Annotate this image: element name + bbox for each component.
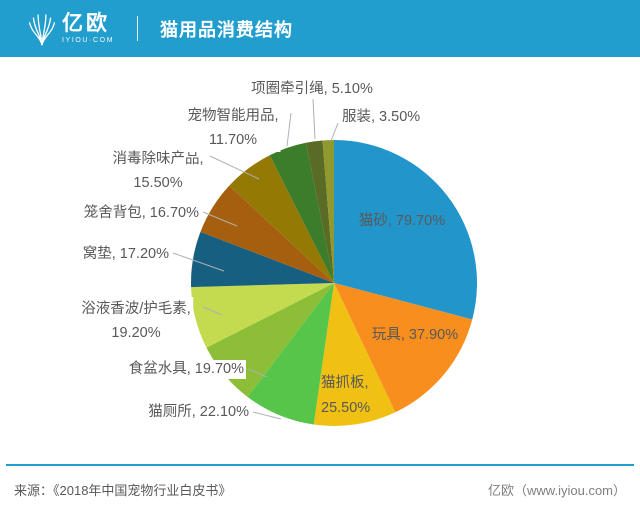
pie-label-7: 笼舍背包, 16.70% [81,204,201,223]
pie-slice-1 [334,283,473,413]
pie-label-line: 11.70% [208,132,258,148]
pie-label-line: 25.50% [321,400,371,416]
pie-label-line: 消毒除味产品, [112,151,204,167]
brand-text: 亿欧 IYIOU·COM [62,13,114,44]
pie-label-9: 宠物智能用品, 11.70% [185,104,281,152]
pie-label-3: 猫厕所, 22.10% [146,403,251,422]
pie-slice-7 [200,185,334,283]
pie-label-line: 猫厕所, 22.10% [148,404,249,420]
header-divider [137,16,138,41]
pie-label-8: 消毒除味产品, 15.50% [110,147,206,195]
pie-slice-5 [191,283,334,348]
leader-line-3 [252,411,282,420]
brand-name: 亿欧 [62,12,110,35]
page-title: 猫用品消费结构 [160,19,293,40]
pie-label-11: 服装, 3.50% [340,108,423,127]
brand-domain: IYIOU·COM [62,37,115,44]
header-bar: 亿欧 IYIOU·COM 猫用品消费结构 [0,0,640,57]
pie-slice-6 [191,231,334,288]
pie-label-6: 窝垫, 17.20% [80,245,171,264]
iyiou-logo-icon [28,13,56,45]
pie-slice-2 [313,283,396,427]
pie-label-line: 服装, 3.50% [342,109,421,125]
pie-label-line: 宠物智能用品, [187,108,279,124]
leader-line-5 [202,306,223,316]
pie-label-4: 食盆水具, 19.70% [126,360,246,379]
footer-brand: 亿欧（www.iyiou.com） [488,482,626,498]
pie-label-0: 猫砂, 79.70% [359,212,445,231]
leader-line-9 [286,112,292,147]
brand-logo: 亿欧 IYIOU·COM [28,10,114,48]
pie-label-line: 笼舍背包, 16.70% [83,205,199,221]
pie-label-line: 猫砂, 79.70% [358,213,446,229]
leader-line-10 [312,98,316,140]
pie-label-line: 15.50% [133,175,183,191]
pie-label-line: 玩具, 37.90% [371,327,459,343]
leader-line-11 [330,122,339,142]
pie-slice-9 [269,142,334,283]
pie-label-5: 浴液香波/护毛素, 19.20% [79,297,193,345]
pie-label-line: 猫抓板, [321,375,369,391]
pie-label-line: 项圈牵引绳, 5.10% [251,81,373,97]
pie-label-line: 窝垫, 17.20% [82,246,169,262]
source-note: 来源：《2018年中国宠物行业白皮书》 [14,482,232,498]
pie-slice-0 [334,140,477,320]
footer: 来源：《2018年中国宠物行业白皮书》 亿欧（www.iyiou.com） [0,474,640,504]
pie-label-2: 猫抓板, 25.50% [321,371,370,421]
leader-line-6 [172,252,225,272]
footer-divider [6,464,634,466]
pie-label-line: 食盆水具, 19.70% [128,361,244,377]
leader-line-8 [209,155,260,180]
leader-line-4 [247,368,268,378]
pie-slice-8 [229,155,334,283]
leader-line-7 [202,211,238,227]
pie-label-line: 19.20% [111,325,161,341]
pie-slice-10 [305,140,334,283]
pie-label-line: 浴液香波/护毛素, [81,301,191,317]
pie-label-10: 项圈牵引绳, 5.10% [249,80,375,99]
pie-slice-3 [247,283,334,425]
pie-label-1: 玩具, 37.90% [372,326,458,345]
pie-slice-11 [322,140,334,283]
